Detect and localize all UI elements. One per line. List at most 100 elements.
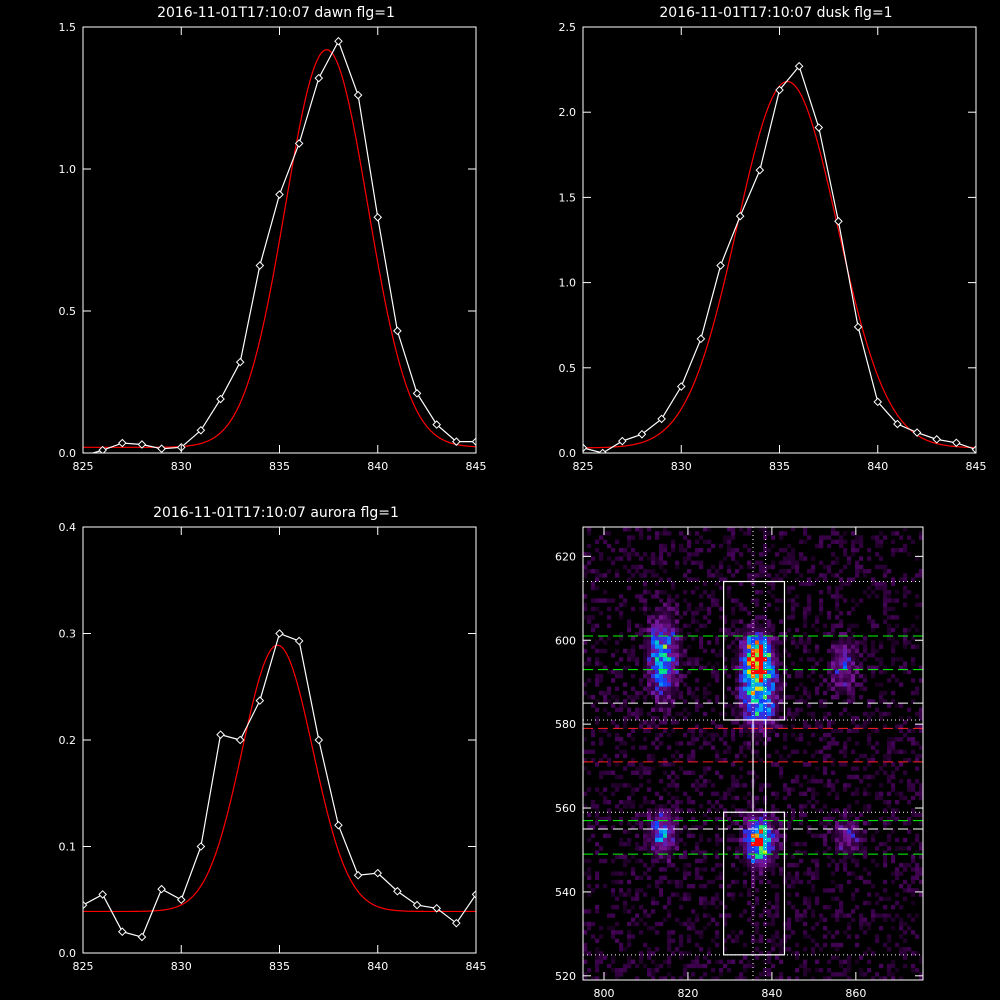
image-pixel [919, 842, 923, 847]
image-pixel [671, 695, 676, 700]
image-pixel [847, 934, 852, 939]
image-pixel [603, 573, 608, 578]
image-pixel [679, 934, 684, 939]
image-pixel [755, 753, 760, 759]
image-pixel [679, 531, 684, 536]
image-pixel [751, 644, 756, 649]
image-pixel [759, 875, 764, 880]
image-pixel [719, 585, 724, 591]
image-pixel [687, 800, 692, 805]
image-pixel [663, 602, 668, 607]
image-pixel [703, 623, 708, 628]
dawn-data-point [452, 437, 461, 446]
image-pixel [611, 905, 616, 910]
image-pixel [659, 648, 664, 654]
image-pixel [675, 657, 680, 662]
image-pixel [795, 955, 800, 960]
image-pixel [771, 821, 776, 826]
image-pixel [639, 955, 644, 960]
image-pixel [767, 581, 772, 586]
image-pixel [679, 711, 684, 717]
image-pixel [667, 858, 672, 864]
image-pixel [687, 632, 692, 637]
image-y-tick-label: 520 [555, 970, 576, 983]
image-pixel [875, 846, 880, 851]
image-pixel [615, 724, 620, 729]
image-pixel [891, 615, 896, 620]
image-pixel [615, 921, 620, 927]
image-pixel [655, 594, 660, 599]
image-pixel [615, 905, 620, 910]
image-pixel [655, 590, 660, 595]
image-pixel [831, 682, 836, 687]
image-pixel [583, 749, 588, 754]
image-pixel [699, 657, 704, 662]
image-pixel [675, 816, 680, 822]
image-pixel [731, 711, 736, 717]
image-pixel [743, 753, 748, 759]
dusk-data-point [583, 443, 588, 453]
image-pixel [667, 774, 672, 780]
image-pixel [647, 955, 652, 960]
image-pixel [883, 569, 888, 574]
image-pixel [735, 837, 740, 843]
image-pixel [719, 884, 724, 889]
image-pixel [775, 699, 780, 704]
image-pixel [807, 829, 812, 834]
image-pixel [843, 850, 848, 855]
image-pixel [783, 837, 788, 843]
image-pixel [723, 808, 728, 813]
image-pixel [919, 795, 923, 801]
image-pixel [779, 758, 784, 763]
image-pixel [743, 783, 748, 788]
image-pixel [863, 833, 868, 838]
image-pixel [671, 543, 676, 549]
image-pixel [795, 707, 800, 712]
image-pixel [855, 833, 860, 838]
image-pixel [899, 762, 904, 767]
image-pixel [715, 653, 720, 658]
aurora-data-point [432, 903, 442, 913]
dawn-y-tick-label: 0.5 [59, 305, 77, 318]
image-pixel [607, 636, 612, 641]
image-pixel [911, 888, 916, 893]
image-pixel [751, 850, 756, 855]
image-pixel [667, 942, 672, 948]
image-pixel [663, 686, 668, 691]
dusk-data-point [716, 261, 725, 270]
image-pixel [767, 909, 772, 914]
image-pixel [891, 539, 896, 544]
image-pixel [667, 690, 672, 696]
aurora-data-point [373, 868, 383, 878]
image-pixel [691, 590, 696, 595]
image-pixel [811, 564, 816, 570]
image-pixel [783, 879, 788, 885]
image-pixel [903, 640, 908, 645]
image-pixel [855, 569, 860, 574]
image-pixel [855, 942, 860, 948]
image-pixel [627, 959, 632, 964]
image-pixel [695, 871, 700, 876]
image-pixel [827, 863, 832, 868]
image-pixel [879, 842, 884, 847]
image-pixel [735, 808, 740, 813]
image-pixel [623, 552, 628, 557]
image-pixel [803, 913, 808, 918]
image-pixel [859, 917, 864, 922]
image-pixel [671, 716, 676, 721]
image-pixel [835, 648, 840, 654]
image-pixel [655, 640, 660, 645]
image-pixel [739, 632, 744, 637]
image-pixel [835, 850, 840, 855]
image-pixel [735, 716, 740, 721]
image-pixel [631, 737, 636, 742]
image-pixel [695, 686, 700, 691]
image-pixel [915, 573, 920, 578]
image-pixel [651, 636, 656, 641]
image-pixel [611, 703, 616, 708]
image-pixel [647, 682, 652, 687]
image-pixel [735, 854, 740, 859]
image-pixel [763, 606, 768, 612]
image-pixel [891, 644, 896, 649]
image-pixel [715, 758, 720, 763]
